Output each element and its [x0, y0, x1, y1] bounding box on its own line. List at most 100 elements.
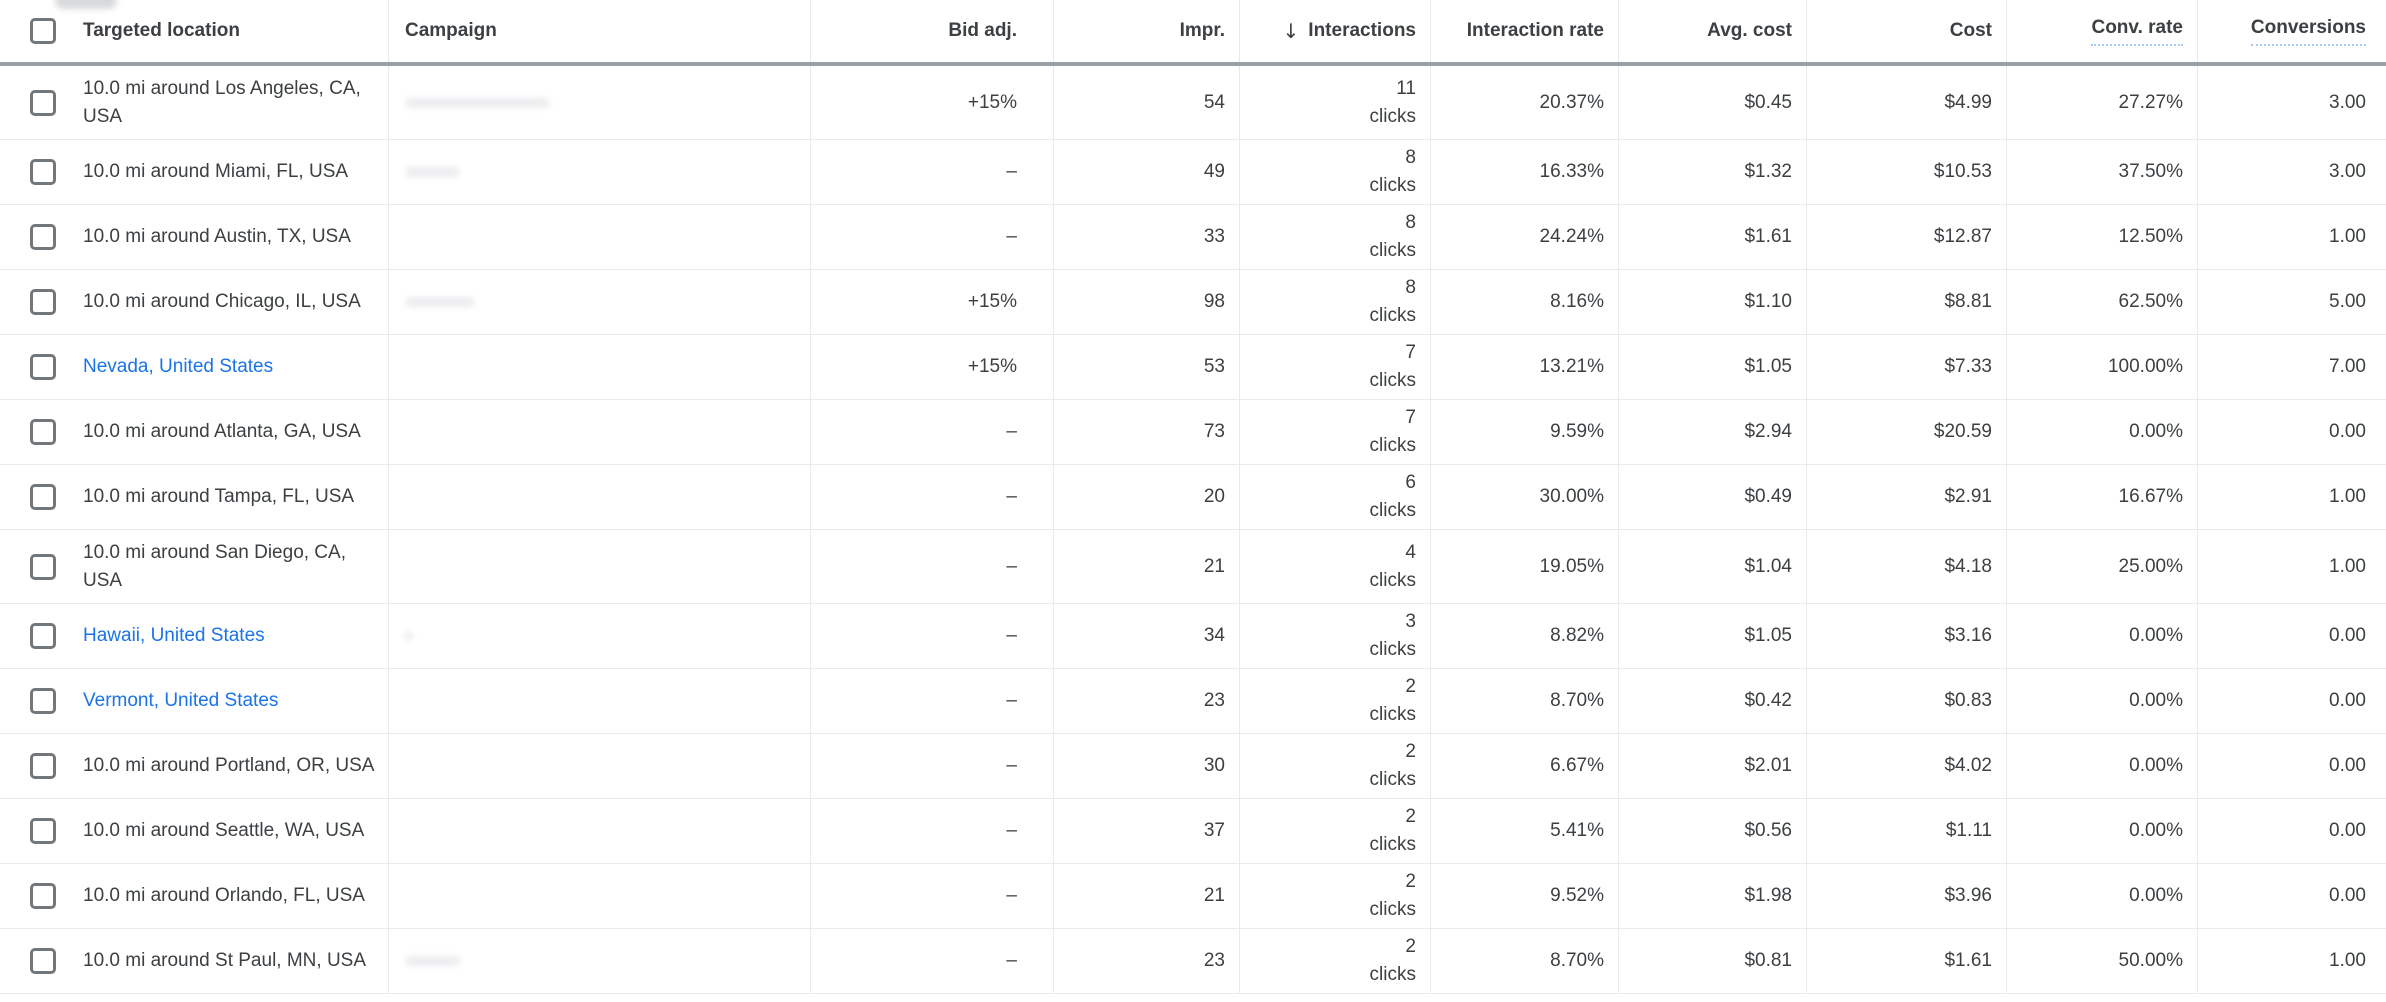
select-all-checkbox[interactable] [30, 18, 56, 44]
cost-value: $4.99 [1807, 66, 2007, 139]
cost-value: $2.91 [1807, 465, 2007, 529]
avg-cost-value: $0.42 [1619, 669, 1807, 733]
campaign-cell [389, 270, 811, 334]
row-checkbox[interactable] [30, 224, 56, 250]
cost-value: $3.96 [1807, 864, 2007, 928]
column-header-conversions[interactable]: Conversions [2198, 0, 2386, 62]
interactions-cell: 2 clicks [1240, 864, 1431, 928]
row-checkbox[interactable] [30, 484, 56, 510]
row-checkbox[interactable] [30, 354, 56, 380]
table-row: 10.0 mi around Miami, FL, USA – 49 8 cli… [0, 140, 2386, 205]
avg-cost-value: $1.05 [1619, 335, 1807, 399]
interactions-value: 6 [1405, 472, 1416, 493]
bid-adj-value[interactable]: +15% [811, 66, 1054, 139]
column-header-bid-adj[interactable]: Bid adj. [811, 0, 1054, 62]
campaign-cell [389, 604, 811, 668]
bid-adj-value[interactable]: – [811, 140, 1054, 204]
interactions-unit-label: clicks [1369, 639, 1416, 660]
targeted-location-cell: 10.0 mi around Miami, FL, USA [0, 140, 389, 204]
bid-adj-value[interactable]: – [811, 465, 1054, 529]
column-header-conv-rate[interactable]: Conv. rate [2007, 0, 2198, 62]
targeted-location-cell: 10.0 mi around Portland, OR, USA [0, 734, 389, 798]
row-checkbox[interactable] [30, 948, 56, 974]
bid-adj-value[interactable]: – [811, 929, 1054, 993]
impressions-value: 53 [1054, 335, 1240, 399]
table-row: 10.0 mi around Tampa, FL, USA – 20 6 cli… [0, 465, 2386, 530]
campaign-cell [389, 140, 811, 204]
column-header-label: Conv. rate [2091, 17, 2183, 46]
campaign-cell [389, 465, 811, 529]
row-checkbox[interactable] [30, 753, 56, 779]
row-checkbox[interactable] [30, 289, 56, 315]
column-header-impressions[interactable]: Impr. [1054, 0, 1240, 62]
bid-adj-value[interactable]: – [811, 530, 1054, 603]
campaign-cell [389, 799, 811, 863]
conv-rate-value: 100.00% [2007, 335, 2198, 399]
interactions-value: 2 [1405, 741, 1416, 762]
row-checkbox[interactable] [30, 688, 56, 714]
interactions-unit-label: clicks [1369, 569, 1416, 591]
avg-cost-value: $0.49 [1619, 465, 1807, 529]
column-header-label: Impr. [1179, 20, 1225, 41]
column-header-label: Avg. cost [1707, 20, 1792, 41]
table-row: 10.0 mi around Seattle, WA, USA – 37 2 c… [0, 799, 2386, 864]
column-header-targeted-location[interactable]: Targeted location [0, 0, 389, 62]
bid-adj-value[interactable]: +15% [811, 335, 1054, 399]
targeted-location-value: 10.0 mi around Orlando, FL, USA [83, 885, 365, 906]
targeted-location-value: Hawaii, United States [83, 625, 265, 646]
campaign-cell [389, 530, 811, 603]
bid-adj-value[interactable]: – [811, 205, 1054, 269]
targeted-location-value: 10.0 mi around Chicago, IL, USA [83, 291, 361, 312]
column-header-interaction-rate[interactable]: Interaction rate [1431, 0, 1619, 62]
bid-adj-value[interactable]: – [811, 400, 1054, 464]
conversions-value: 7.00 [2329, 356, 2366, 377]
targeted-location-value: 10.0 mi around San Diego, CA, USA [83, 541, 346, 591]
interactions-unit-label: clicks [1369, 704, 1416, 725]
avg-cost-value: $0.45 [1619, 66, 1807, 139]
targeted-location-cell: Vermont, United States [0, 669, 389, 733]
row-checkbox[interactable] [30, 159, 56, 185]
bid-adj-value[interactable]: – [811, 799, 1054, 863]
row-checkbox[interactable] [30, 623, 56, 649]
interaction-rate-value: 20.37% [1431, 66, 1619, 139]
interactions-unit-label: clicks [1369, 370, 1416, 391]
row-checkbox[interactable] [30, 553, 56, 580]
conversions-value: 1.00 [2329, 226, 2366, 247]
cost-value: $1.11 [1807, 799, 2007, 863]
bid-adj-value[interactable]: – [811, 669, 1054, 733]
row-checkbox[interactable] [30, 818, 56, 844]
bid-adj-value[interactable]: +15% [811, 270, 1054, 334]
conv-rate-value: 16.67% [2007, 465, 2198, 529]
interactions-cell: 6 clicks [1240, 465, 1431, 529]
column-header-avg-cost[interactable]: Avg. cost [1619, 0, 1807, 62]
table-body: 10.0 mi around Los Angeles, CA, USA +15%… [0, 66, 2386, 994]
campaign-cell [389, 205, 811, 269]
table-row: 10.0 mi around Los Angeles, CA, USA +15%… [0, 66, 2386, 140]
redacted-campaign-blur [405, 631, 413, 641]
bid-adj-value[interactable]: – [811, 734, 1054, 798]
interactions-cell: 8 clicks [1240, 205, 1431, 269]
table-row: 10.0 mi around San Diego, CA, USA – 21 4… [0, 530, 2386, 604]
redacted-campaign-blur [405, 956, 460, 966]
impressions-value: 21 [1054, 864, 1240, 928]
bid-adj-value[interactable]: – [811, 864, 1054, 928]
targeted-location-value: 10.0 mi around Los Angeles, CA, USA [83, 77, 361, 127]
bid-adj-value[interactable]: – [811, 604, 1054, 668]
row-checkbox[interactable] [30, 89, 56, 116]
table-row: 10.0 mi around Chicago, IL, USA +15% 98 … [0, 270, 2386, 335]
conv-rate-value: 0.00% [2007, 604, 2198, 668]
interactions-cell: 8 clicks [1240, 270, 1431, 334]
column-header-interactions[interactable]: ↓ Interactions [1240, 0, 1431, 62]
campaign-cell [389, 734, 811, 798]
redacted-campaign-blur [405, 297, 475, 307]
interactions-unit-label: clicks [1369, 769, 1416, 790]
conv-rate-value: 50.00% [2007, 929, 2198, 993]
column-header-label: Bid adj. [948, 20, 1017, 41]
interactions-value: 8 [1405, 147, 1416, 168]
column-header-label: Conversions [2250, 17, 2366, 46]
row-checkbox[interactable] [30, 419, 56, 445]
column-header-campaign[interactable]: Campaign [389, 0, 811, 62]
row-checkbox[interactable] [30, 883, 56, 909]
column-header-cost[interactable]: Cost [1807, 0, 2007, 62]
